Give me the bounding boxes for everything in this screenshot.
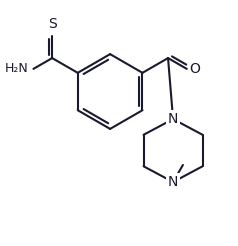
Text: O: O (189, 62, 200, 76)
Text: S: S (48, 16, 57, 31)
Text: N: N (168, 112, 178, 126)
Text: N: N (168, 175, 178, 189)
Text: H₂N: H₂N (5, 62, 29, 75)
